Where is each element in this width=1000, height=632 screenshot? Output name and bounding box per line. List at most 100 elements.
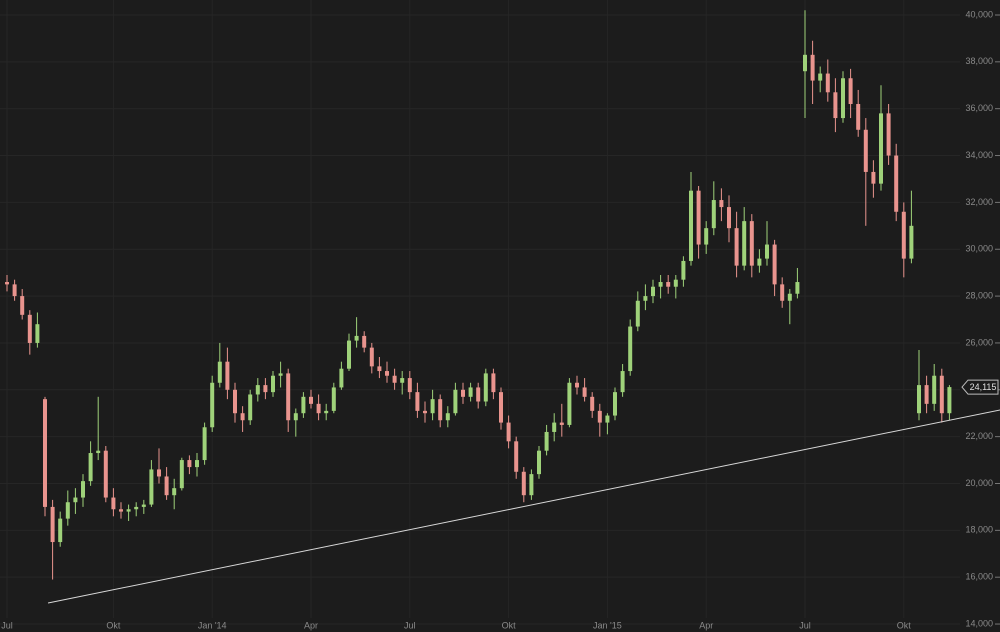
candle-body [119,509,123,512]
candle-body [734,228,739,266]
last-price-label: 24,115 [970,382,997,392]
candle-body [164,476,169,496]
candle-body [423,410,427,414]
candle-body [582,387,587,397]
candle-body [5,282,9,285]
candle-body [681,260,686,280]
y-tick-label: 36,000 [965,103,993,113]
candle-body [415,392,420,411]
candle-body [841,78,845,119]
x-tick-label: Jul [1,620,13,630]
candle-body [73,497,78,503]
candle-body [787,293,792,301]
candle-body [392,375,397,383]
candle-body [719,200,724,208]
x-tick-label: Jul [404,620,416,630]
candle-body [217,361,222,383]
candle-body [620,371,625,393]
y-tick-label: 34,000 [965,150,993,160]
candle-body [225,361,230,390]
candle-body [240,413,245,421]
candle-body [331,387,336,411]
candle-body [666,282,671,287]
candle-body [711,200,716,229]
y-tick-label: 18,000 [965,525,993,535]
candle-body [377,366,382,372]
candle-body [529,474,534,496]
candle-body [856,104,861,130]
candle-body [187,460,192,468]
candle-body [689,190,693,261]
candle-body [362,335,367,348]
candle-body [43,399,47,507]
candle-body [886,113,891,156]
candle-body [248,394,253,421]
candle-body [157,469,161,477]
candle-body [400,378,405,383]
candle-body [195,460,199,468]
candle-body [635,300,640,327]
candle-body [696,190,701,245]
x-tick-label: Apr [304,620,318,630]
candle-body [20,296,25,315]
candle-body [704,228,709,245]
candle-body [12,284,17,297]
candle-body [559,422,564,425]
candle-body [96,450,101,454]
candle-body [65,502,70,519]
y-tick-label: 32,000 [965,197,993,207]
candle-body [947,387,952,414]
candle-body [506,422,511,442]
candle-body [901,211,906,259]
candle-body [103,450,108,498]
candle-body [149,469,154,505]
candle-body [651,286,655,297]
y-tick-label: 26,000 [965,337,993,347]
candle-body [27,314,32,343]
x-tick-label: Okt [106,620,121,630]
candle-body [407,378,412,393]
candle-body [673,279,678,287]
candle-body [286,373,291,421]
candle-body [567,382,572,425]
candle-body [50,506,55,543]
candle-body [749,221,754,266]
candle-body [81,481,85,498]
candle-body [848,78,853,105]
candle-body [255,385,260,395]
candle-body [924,385,929,404]
candle-body [757,258,762,266]
x-tick-label: Jan '14 [198,620,227,630]
candle-body [613,392,617,416]
candle-body [879,113,883,184]
y-tick-label: 14,000 [965,618,993,628]
candle-body [605,415,610,423]
candle-body [825,73,830,93]
y-tick-label: 40,000 [965,9,993,19]
candle-body [476,387,481,402]
x-tick-label: Jan '15 [593,620,622,630]
candle-body [347,340,351,369]
candle-body [438,399,443,421]
candle-body [917,385,921,414]
candle-body [278,373,283,376]
candle-body [172,488,177,496]
candle-body [111,497,116,510]
candle-body [643,296,648,301]
candle-body [590,396,595,411]
candle-body [544,431,549,451]
candle-body [58,518,63,543]
candle-body [134,506,139,510]
candle-body [491,373,496,393]
candle-body [271,375,275,393]
candle-body [514,441,519,472]
candle-body [552,422,557,432]
candle-body [88,453,93,482]
candle-body [309,396,313,404]
candle-body [810,54,815,81]
candle-body [894,155,899,212]
candle-body [35,324,40,343]
last-price-badge [961,379,999,395]
